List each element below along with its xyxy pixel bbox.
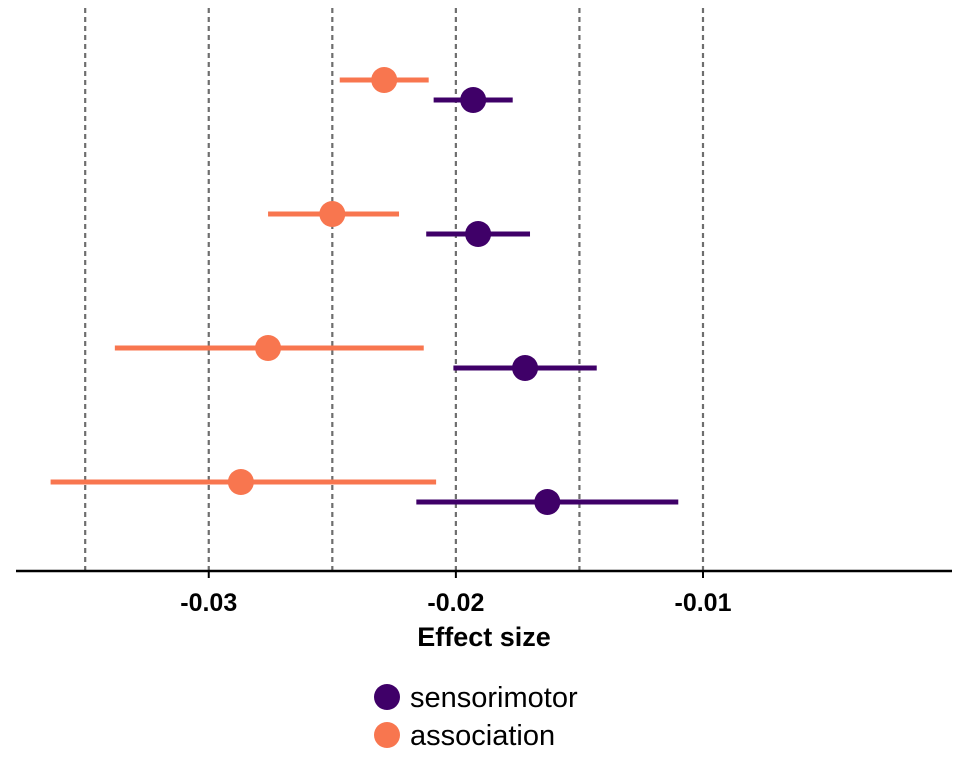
x-axis-title: Effect size	[417, 622, 551, 652]
sensorimotor-point-1	[460, 87, 487, 113]
legend-key-sensorimotor	[374, 684, 400, 710]
legend-label-sensorimotor: sensorimotor	[410, 682, 578, 714]
x-tick-label-0: -0.03	[180, 589, 237, 617]
association-point-2	[319, 201, 346, 227]
x-tick-label-2: -0.01	[675, 589, 732, 617]
legend: sensorimotor association	[374, 682, 578, 752]
association-point-4	[227, 469, 254, 495]
sensorimotor-point-2	[465, 221, 492, 247]
x-axis-ticks: -0.03 -0.02 -0.01	[180, 571, 732, 617]
gridlines	[84, 8, 705, 571]
sensorimotor-point-3	[512, 355, 539, 381]
legend-key-association	[374, 722, 400, 748]
x-tick-label-1: -0.02	[427, 589, 484, 617]
legend-label-association: association	[410, 720, 555, 752]
association-point-3	[255, 335, 282, 361]
association-point-1	[371, 67, 398, 93]
series-layer	[50, 67, 679, 515]
sensorimotor-point-4	[534, 489, 561, 515]
